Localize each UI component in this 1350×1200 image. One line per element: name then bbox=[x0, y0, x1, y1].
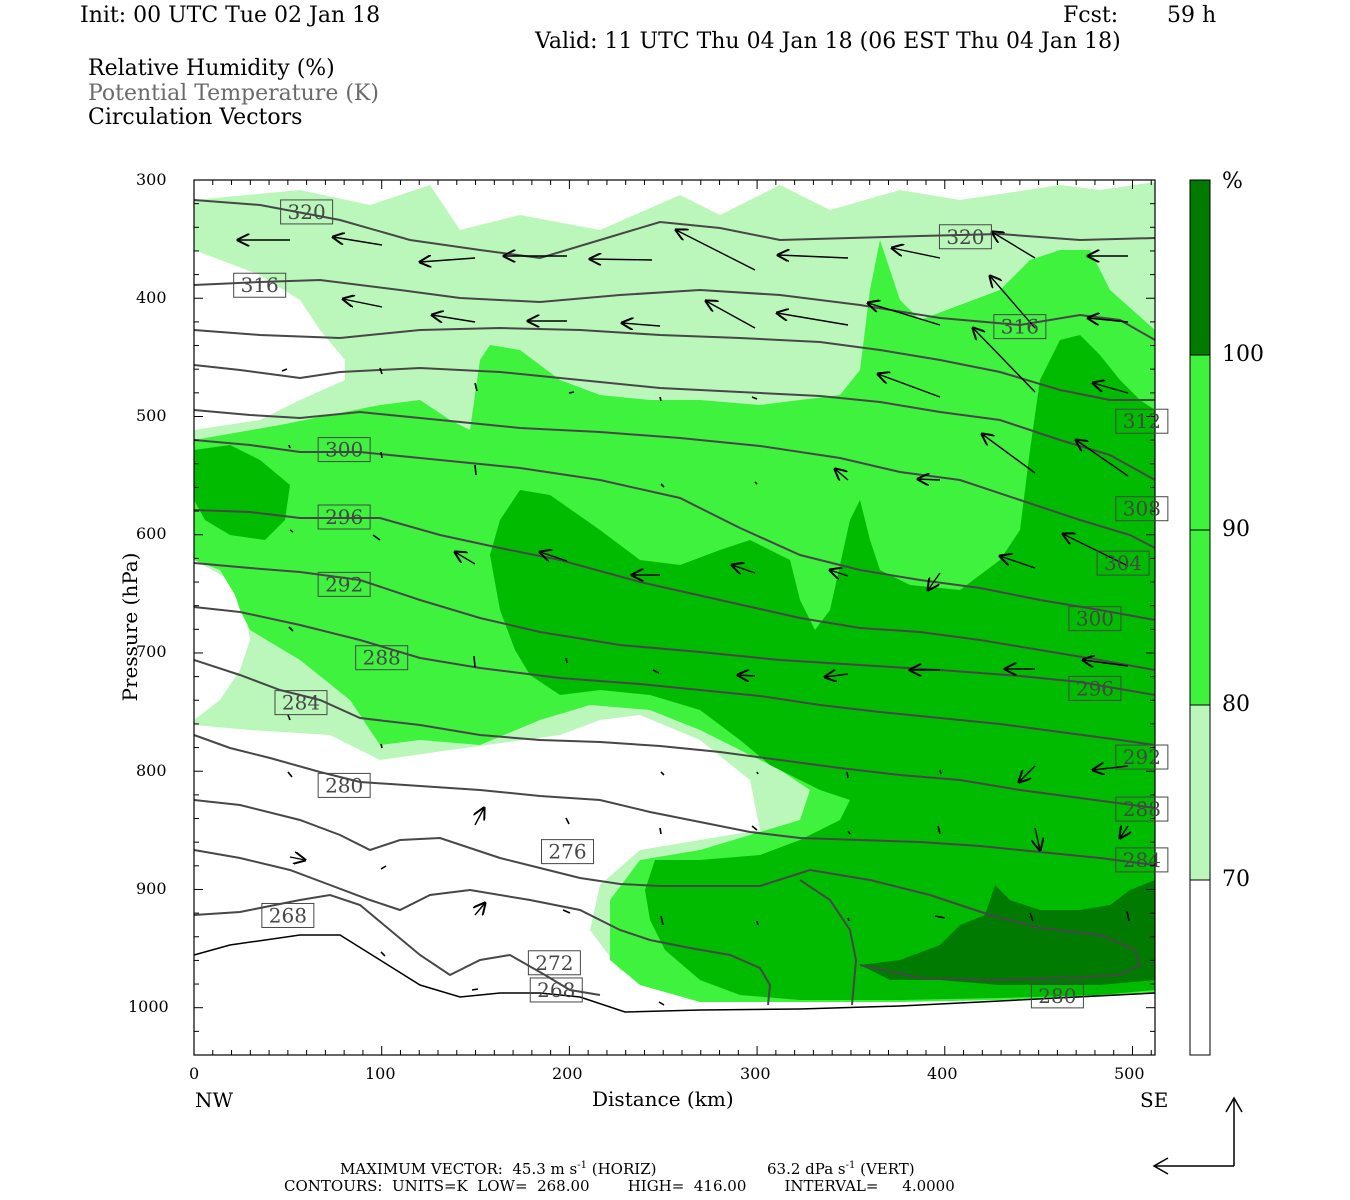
colorbar-80-fill bbox=[1190, 530, 1210, 705]
contour-label-272: 272 bbox=[527, 950, 581, 976]
contour-label-text: 316 bbox=[1001, 315, 1039, 339]
xtick-100: 100 bbox=[365, 1064, 396, 1083]
contour-label-288: 288 bbox=[1115, 796, 1169, 822]
xtick-0: 0 bbox=[189, 1064, 200, 1083]
contour-label-300: 300 bbox=[1068, 606, 1122, 632]
circulation-vectors bbox=[238, 230, 1128, 915]
contour-label-296: 296 bbox=[317, 504, 371, 530]
colorbar-label-80: 80 bbox=[1222, 692, 1250, 717]
contour-label-320: 320 bbox=[938, 224, 992, 250]
small-vectors bbox=[281, 367, 1130, 1006]
contour-label-304: 304 bbox=[1096, 550, 1150, 576]
terrain-line bbox=[193, 934, 1156, 1013]
contour-label-text: 304 bbox=[1104, 551, 1142, 575]
contour-label-268: 268 bbox=[261, 902, 315, 928]
xtick-500: 500 bbox=[1114, 1064, 1145, 1083]
contour-label-280: 280 bbox=[317, 772, 371, 798]
contour-label-text: 296 bbox=[1076, 676, 1114, 700]
x-axis-label: Distance (km) bbox=[592, 1087, 734, 1111]
forecast-label: Fcst: bbox=[1063, 3, 1119, 28]
ytick-800: 800 bbox=[136, 761, 167, 780]
ytick-300: 300 bbox=[136, 170, 167, 189]
colorbar-label-100: 100 bbox=[1222, 342, 1264, 367]
contour-label-text: 288 bbox=[1123, 797, 1161, 821]
footer-max-vector: MAXIMUM VECTOR: 45.3 m s-1 (HORIZ) bbox=[340, 1160, 657, 1178]
theta-contours bbox=[194, 199, 1155, 1006]
contour-label-text: 316 bbox=[241, 273, 279, 297]
contour-label-text: 312 bbox=[1123, 409, 1161, 433]
contour-label-text: 268 bbox=[537, 978, 575, 1002]
contour-label-text: 300 bbox=[1076, 607, 1114, 631]
plot-frame bbox=[193, 179, 1156, 1056]
axis-ticks bbox=[193, 179, 1155, 1056]
ytick-900: 900 bbox=[136, 879, 167, 898]
contour-labels: 320 316 300 296 292 288 284 280 276 268 272 268 320 3… bbox=[233, 199, 1169, 1009]
valid-time: Valid: 11 UTC Thu 04 Jan 18 (06 EST Thu … bbox=[535, 29, 1121, 54]
contour-label-308: 308 bbox=[1115, 496, 1169, 522]
contour-label-text: 308 bbox=[1123, 497, 1161, 521]
ytick-1000: 1000 bbox=[128, 997, 169, 1016]
contour-label-text: 272 bbox=[535, 951, 573, 975]
contour-label-292: 292 bbox=[1115, 744, 1169, 770]
ytick-400: 400 bbox=[136, 288, 167, 307]
contour-label-text: 268 bbox=[269, 903, 307, 927]
init-time: Init: 00 UTC Tue 02 Jan 18 bbox=[80, 3, 381, 28]
contour-label-text: 292 bbox=[1123, 745, 1161, 769]
contour-label-288: 288 bbox=[355, 645, 409, 671]
xtick-300: 300 bbox=[740, 1064, 771, 1083]
contour-label-text: 276 bbox=[548, 840, 586, 864]
contour-label-text: 320 bbox=[288, 200, 326, 224]
rh-shading bbox=[194, 182, 1155, 1055]
contour-label-text: 320 bbox=[946, 225, 984, 249]
colorbar bbox=[1189, 179, 1211, 1056]
contour-label-text: 296 bbox=[325, 505, 363, 529]
colorbar-label-90: 90 bbox=[1222, 517, 1250, 542]
contour-label-text: 292 bbox=[325, 572, 363, 596]
xtick-400: 400 bbox=[927, 1064, 958, 1083]
contour-label-292: 292 bbox=[317, 571, 371, 597]
contour-label-296: 296 bbox=[1068, 675, 1122, 701]
contour-label-text: 280 bbox=[1038, 984, 1076, 1008]
ytick-600: 600 bbox=[136, 524, 167, 543]
rh-90-region bbox=[490, 335, 1155, 1000]
y-axis-label: Pressure (hPa) bbox=[118, 552, 142, 702]
contour-label-280: 280 bbox=[1030, 983, 1084, 1009]
contour-label-300: 300 bbox=[317, 437, 371, 463]
colorbar-label-70: 70 bbox=[1222, 867, 1250, 892]
rh-100-region bbox=[860, 880, 1155, 985]
contour-label-text: 284 bbox=[282, 691, 320, 715]
contour-label-312: 312 bbox=[1115, 408, 1169, 434]
footer-contours: CONTOURS: UNITS=K LOW= 268.00 HIGH= 416.… bbox=[284, 1177, 955, 1195]
colorbar-90 bbox=[1190, 355, 1210, 530]
colorbar-unit: % bbox=[1222, 169, 1243, 194]
footer-vert-vector: 63.2 dPa s-1 (VERT) bbox=[767, 1160, 915, 1178]
contour-label-268: 268 bbox=[529, 977, 583, 1003]
contour-label-text: 280 bbox=[325, 773, 363, 797]
contour-label-284: 284 bbox=[1115, 847, 1169, 873]
legend-vectors: Circulation Vectors bbox=[88, 105, 303, 130]
contour-label-text: 284 bbox=[1123, 848, 1161, 872]
ytick-500: 500 bbox=[136, 406, 167, 425]
x-left-end: NW bbox=[195, 1088, 234, 1112]
contour-label-text: 288 bbox=[363, 646, 401, 670]
x-right-end: SE bbox=[1140, 1088, 1169, 1112]
contour-label-text: 300 bbox=[325, 438, 363, 462]
xtick-200: 200 bbox=[552, 1064, 583, 1083]
forecast-hour: 59 h bbox=[1167, 3, 1217, 28]
contour-label-276: 276 bbox=[541, 839, 595, 865]
contour-label-316: 316 bbox=[993, 314, 1047, 340]
colorbar-100 bbox=[1190, 180, 1210, 355]
colorbar-below bbox=[1190, 880, 1210, 1055]
legend-theta: Potential Temperature (K) bbox=[88, 81, 379, 106]
contour-label-320: 320 bbox=[280, 199, 334, 225]
contour-label-284: 284 bbox=[274, 690, 328, 716]
colorbar-70 bbox=[1190, 705, 1210, 880]
legend-rh: Relative Humidity (%) bbox=[88, 56, 335, 81]
rh-below-70-region bbox=[194, 715, 1155, 1055]
contour-label-316: 316 bbox=[233, 272, 287, 298]
ytick-700: 700 bbox=[136, 642, 167, 661]
reference-vector-icon bbox=[1152, 1096, 1243, 1175]
